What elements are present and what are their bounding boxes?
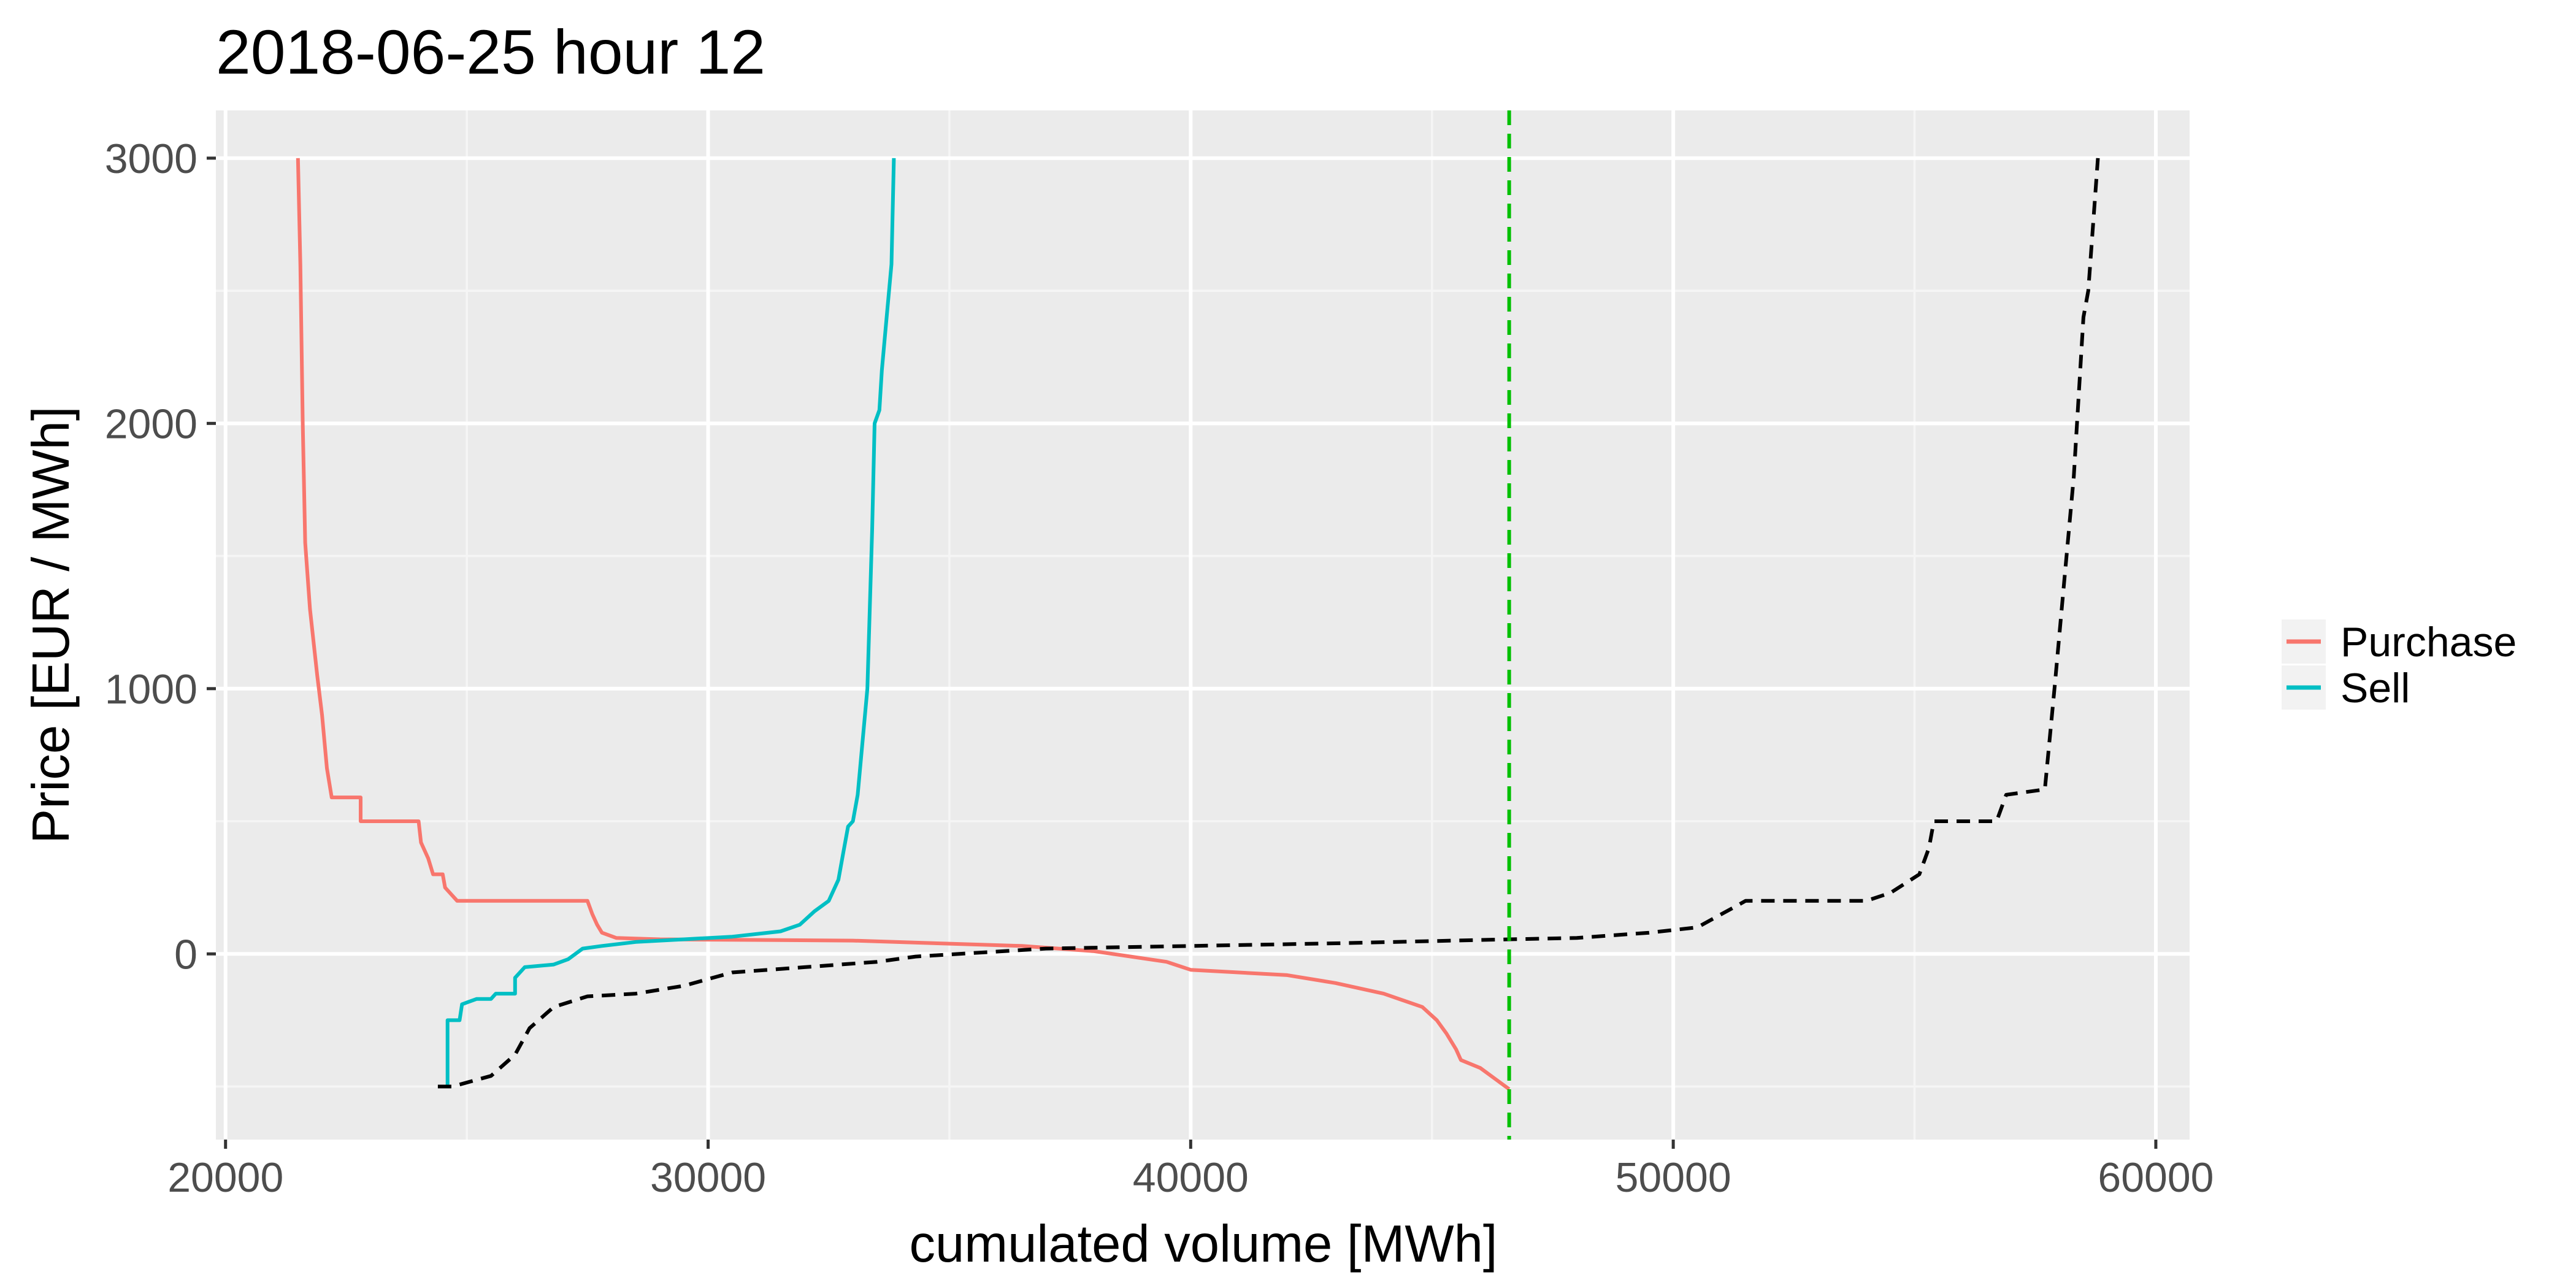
y-axis-title: Price [EUR / MWh] bbox=[22, 406, 80, 843]
y-tick-label: 3000 bbox=[105, 136, 197, 182]
y-tick-label: 2000 bbox=[105, 401, 197, 447]
series-line-sell bbox=[445, 158, 896, 1087]
x-tick-label: 60000 bbox=[2098, 1154, 2214, 1201]
x-tick-label: 50000 bbox=[1616, 1154, 1731, 1201]
y-axis-ticks: 0 1000 2000 3000 bbox=[105, 136, 216, 978]
x-tick-label: 30000 bbox=[650, 1154, 766, 1201]
x-axis-ticks: 20000 30000 40000 50000 60000 bbox=[167, 1140, 2214, 1201]
chart-title: 2018-06-25 hour 12 bbox=[216, 17, 765, 87]
minor-gridlines bbox=[216, 110, 2190, 1140]
plot-panel-background bbox=[216, 110, 2190, 1140]
x-tick-label: 20000 bbox=[167, 1154, 283, 1201]
legend-label-sell: Sell bbox=[2340, 665, 2410, 711]
plot-area bbox=[216, 110, 2190, 1140]
legend-label-purchase: Purchase bbox=[2340, 619, 2517, 665]
series-line-purchase bbox=[296, 158, 1511, 1091]
series-layer bbox=[296, 158, 2100, 1091]
y-tick-label: 0 bbox=[174, 931, 197, 978]
x-axis-title: cumulated volume [MWh] bbox=[910, 1215, 1498, 1273]
y-tick-label: 1000 bbox=[105, 666, 197, 713]
series-line-aggregated bbox=[437, 158, 2100, 1089]
x-tick-label: 40000 bbox=[1133, 1154, 1249, 1201]
